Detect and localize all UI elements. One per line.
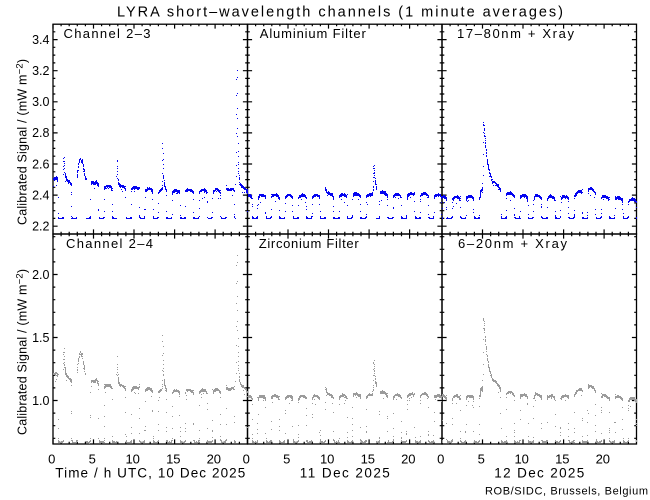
svg-text:15: 15 <box>555 452 569 467</box>
svg-text:3.0: 3.0 <box>32 95 49 109</box>
svg-text:5: 5 <box>89 452 96 467</box>
svg-text:20: 20 <box>207 452 221 467</box>
svg-text:0: 0 <box>437 452 444 467</box>
svg-text:Calibrated Signal / (mW m−2): Calibrated Signal / (mW m−2) <box>15 269 30 435</box>
svg-text:5: 5 <box>478 452 485 467</box>
svg-text:3.2: 3.2 <box>32 64 49 78</box>
svg-text:3.4: 3.4 <box>32 33 49 47</box>
svg-text:1.5: 1.5 <box>32 331 49 345</box>
svg-text:Channel 2–3: Channel 2–3 <box>64 26 151 41</box>
svg-text:2.0: 2.0 <box>32 268 49 282</box>
svg-text:Zirconium Filter: Zirconium Filter <box>259 236 360 251</box>
svg-text:5: 5 <box>283 452 290 467</box>
svg-text:2.4: 2.4 <box>32 188 49 202</box>
svg-text:10: 10 <box>125 452 139 467</box>
svg-text:LYRA short–wavelength channels: LYRA short–wavelength channels (1 minute… <box>117 5 563 21</box>
svg-text:2.6: 2.6 <box>32 157 49 171</box>
svg-text:10: 10 <box>514 452 528 467</box>
svg-text:17–80nm + Xray: 17–80nm + Xray <box>457 26 575 41</box>
svg-text:Calibrated Signal / (mW m−2): Calibrated Signal / (mW m−2) <box>15 59 30 225</box>
svg-text:2.2: 2.2 <box>32 220 49 234</box>
svg-text:20: 20 <box>596 452 610 467</box>
svg-text:2.8: 2.8 <box>32 126 49 140</box>
svg-text:12 Dec 2025: 12 Dec 2025 <box>494 466 584 481</box>
svg-text:Channel 2–4: Channel 2–4 <box>66 236 153 251</box>
svg-text:11 Dec 2025: 11 Dec 2025 <box>300 466 390 481</box>
svg-text:Time / h UTC, 10 Dec 2025: Time / h UTC, 10 Dec 2025 <box>55 466 245 481</box>
svg-text:1.0: 1.0 <box>32 394 49 408</box>
svg-text:15: 15 <box>166 452 180 467</box>
svg-text:10: 10 <box>320 452 334 467</box>
svg-text:0: 0 <box>243 452 250 467</box>
svg-text:ROB/SIDC, Brussels, Belgium: ROB/SIDC, Brussels, Belgium <box>485 486 648 498</box>
svg-text:15: 15 <box>361 452 375 467</box>
svg-text:0: 0 <box>48 452 55 467</box>
svg-text:20: 20 <box>401 452 415 467</box>
svg-text:6–20nm + Xray: 6–20nm + Xray <box>458 236 568 251</box>
svg-text:Aluminium Filter: Aluminium Filter <box>260 26 367 41</box>
